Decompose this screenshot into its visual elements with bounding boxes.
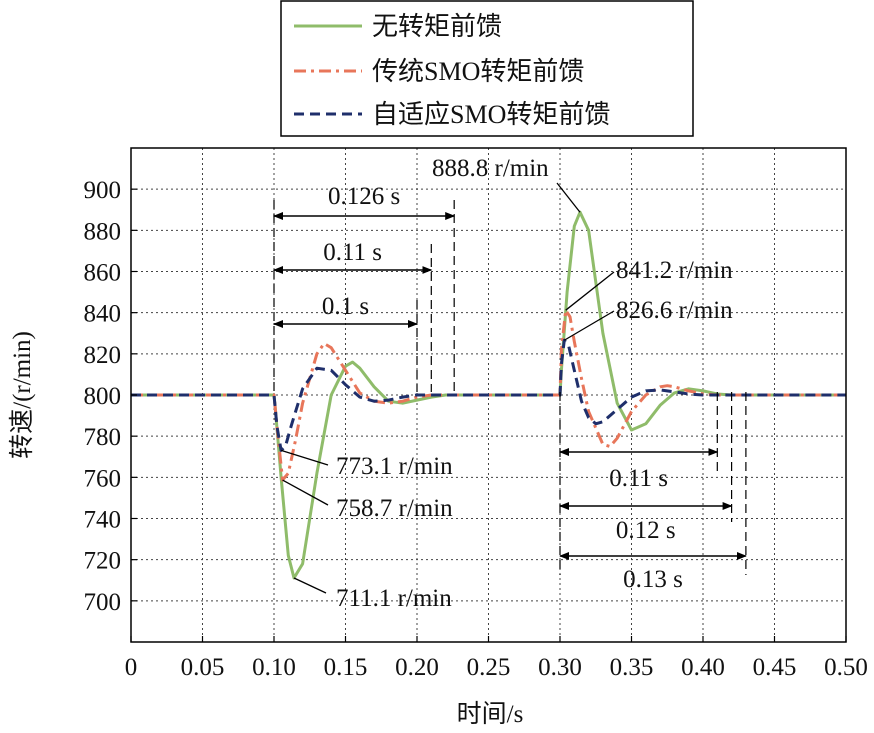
x-tick-label: 0.15: [324, 654, 368, 681]
y-tick-label: 760: [84, 465, 122, 492]
x-tick-label: 0.35: [610, 654, 654, 681]
x-tick-label: 0.20: [395, 654, 439, 681]
annotation-leader: [563, 310, 615, 341]
y-tick-label: 800: [84, 383, 122, 410]
legend: 无转矩前馈 传统SMO转矩前馈 自适应SMO转矩前馈: [280, 0, 694, 137]
dimension-label: 0.1 s: [322, 293, 369, 320]
annotation-peak-label: 841.2 r/min: [616, 257, 733, 284]
y-axis-label: 转速/(r/min): [8, 331, 36, 459]
series-line-2: [131, 338, 846, 452]
annotation-leader: [565, 271, 615, 311]
dimension-label: 0.13 s: [623, 566, 683, 593]
annotation-peak-label: 888.8 r/min: [432, 155, 549, 182]
annotation-trough-label: 773.1 r/min: [336, 453, 453, 480]
y-tick-label: 780: [84, 424, 122, 451]
dimension-label: 0.11 s: [609, 465, 668, 492]
x-tick-label: 0.10: [252, 654, 296, 681]
series-layer: [131, 210, 846, 580]
y-tick-label: 700: [84, 589, 122, 616]
annotation-leader: [280, 449, 329, 466]
annotation-trough-label: 758.7 r/min: [336, 495, 453, 522]
y-tick-label: 720: [84, 548, 122, 575]
dimension-label: 0.12 s: [616, 517, 676, 544]
y-tick-label: 880: [84, 218, 122, 245]
x-tick-label: 0.45: [753, 654, 797, 681]
y-tick-label: 840: [84, 301, 122, 328]
annotation-layer: 888.8 r/min 841.2 r/min 826.6 r/min 773.1 r…: [273, 155, 747, 612]
y-tick-label: 740: [84, 507, 122, 534]
x-tick-label: 0.30: [538, 654, 582, 681]
x-axis-label: 时间/s: [457, 700, 524, 728]
annotation-trough-label: 711.1 r/min: [336, 585, 452, 612]
annotation-leader: [556, 182, 581, 213]
annotation-peak-label: 826.6 r/min: [616, 297, 733, 324]
legend-label-2: 自适应SMO转矩前馈: [372, 100, 610, 129]
annotation-leader: [293, 577, 327, 594]
legend-label-0: 无转矩前馈: [372, 12, 502, 41]
x-tick-label: 0.05: [181, 654, 225, 681]
dimension-label: 0.11 s: [323, 239, 382, 266]
annotation-leader: [282, 479, 329, 506]
x-tick-label: 0.25: [467, 654, 511, 681]
axis-ticks: 0 0.05 0.10 0.15 0.20 0.25 0.30 0.35 0.40 0.45 0.5…: [84, 177, 868, 681]
y-tick-label: 900: [84, 177, 122, 204]
x-tick-label: 0.40: [681, 654, 725, 681]
y-tick-label: 820: [84, 342, 122, 369]
dimension-label: 0.126 s: [328, 183, 400, 210]
y-tick-label: 860: [84, 260, 122, 287]
x-tick-label: 0.50: [824, 654, 868, 681]
x-tick-label: 0: [125, 654, 138, 681]
legend-label-1: 传统SMO转矩前馈: [372, 57, 584, 86]
